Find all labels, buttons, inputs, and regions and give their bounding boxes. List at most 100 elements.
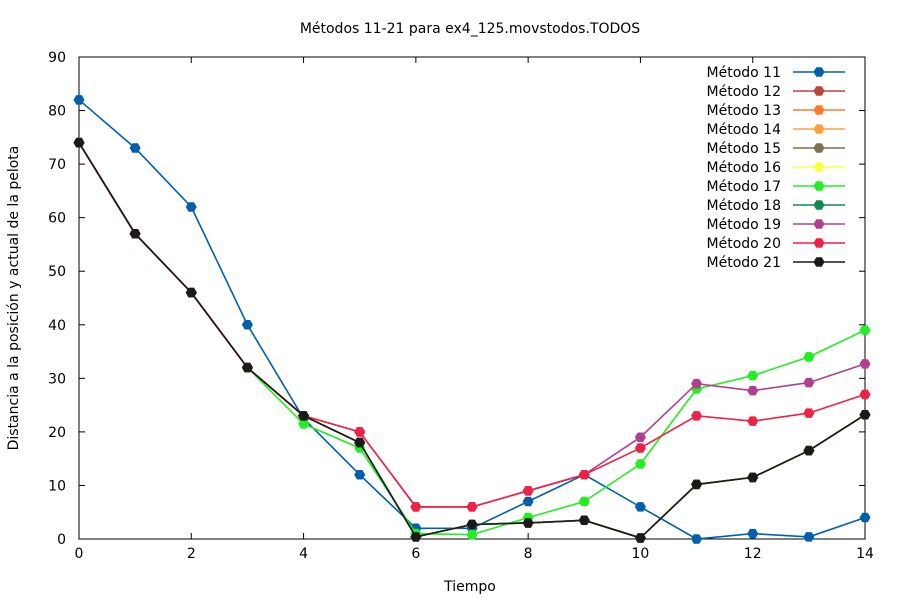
- x-tick-label: 8: [524, 546, 533, 562]
- data-point: [522, 496, 534, 507]
- data-point: [747, 370, 759, 381]
- data-point: [185, 202, 197, 212]
- data-point: [691, 411, 703, 421]
- y-tick-label: 0: [57, 532, 66, 548]
- data-point: [354, 437, 366, 448]
- y-tick-label: 30: [48, 371, 66, 387]
- x-axis-label: Tiempo: [443, 579, 496, 595]
- legend-marker: [813, 162, 825, 172]
- legend-marker: [813, 219, 825, 229]
- legend-label: Método 14: [707, 122, 782, 138]
- data-point: [522, 518, 534, 528]
- series-lines: [73, 95, 871, 544]
- y-tick-label: 80: [48, 104, 66, 120]
- y-axis-label: Distancia a la posición y actual de la p…: [6, 146, 22, 451]
- data-point: [298, 419, 310, 429]
- legend-item: Método 20: [707, 236, 845, 252]
- x-tick-label: 10: [632, 546, 650, 562]
- data-point: [747, 385, 759, 396]
- chart-title: Métodos 11-21 para ex4_125.movstodos.TOD…: [300, 21, 640, 37]
- y-tick-label: 20: [48, 425, 66, 441]
- data-point: [691, 534, 703, 544]
- legend-item: Método 19: [707, 217, 845, 233]
- axis-ticks: 0 2 4 6 8 10 12 14 0 10 20 30 40 50 60 70 80 90: [48, 50, 874, 562]
- data-point: [466, 530, 478, 540]
- y-tick-label: 60: [48, 211, 66, 227]
- data-point: [803, 445, 815, 456]
- data-point: [803, 377, 815, 388]
- data-point: [859, 359, 871, 369]
- x-tick-label: 2: [187, 546, 196, 562]
- legend-marker: [813, 200, 825, 210]
- data-point: [185, 287, 197, 298]
- data-point: [691, 479, 703, 490]
- legend-item: Método 18: [707, 198, 845, 214]
- legend-label: Método 21: [707, 255, 781, 271]
- data-point: [747, 416, 759, 426]
- data-point: [634, 443, 646, 453]
- x-tick-label: 14: [856, 546, 874, 562]
- data-point: [634, 533, 646, 543]
- legend-item: Método 16: [707, 160, 845, 176]
- data-point: [578, 470, 590, 480]
- legend-label: Método 12: [707, 84, 781, 100]
- data-point: [466, 519, 478, 530]
- data-point: [859, 389, 871, 400]
- data-point: [410, 502, 422, 512]
- data-point: [803, 408, 815, 418]
- data-point: [241, 320, 253, 330]
- legend-label: Método 16: [707, 160, 782, 176]
- legend-marker: [813, 143, 825, 153]
- data-point: [578, 496, 590, 507]
- legend-marker: [813, 257, 825, 267]
- legend-label: Método 17: [707, 179, 781, 195]
- legend-marker: [813, 67, 825, 77]
- legend: Método 11 Método 12 Método 13 Método 14 Méto…: [707, 65, 845, 271]
- data-point: [691, 378, 703, 389]
- data-point: [859, 325, 871, 335]
- series-11: [73, 137, 871, 543]
- x-tick-label: 0: [75, 546, 84, 562]
- legend-marker: [813, 238, 825, 248]
- data-point: [859, 410, 871, 420]
- data-point: [859, 512, 871, 523]
- data-point: [241, 362, 253, 373]
- legend-item: Método 14: [707, 122, 845, 138]
- x-tick-label: 4: [299, 546, 308, 562]
- data-point: [634, 502, 646, 512]
- data-point: [747, 472, 759, 483]
- y-tick-label: 50: [48, 264, 66, 280]
- legend-marker: [813, 124, 825, 134]
- legend-label: Método 19: [707, 217, 781, 233]
- legend-label: Método 20: [707, 236, 781, 252]
- data-point: [410, 532, 422, 542]
- legend-label: Método 15: [707, 141, 781, 157]
- data-point: [634, 432, 646, 442]
- data-point: [73, 137, 85, 148]
- data-point: [747, 528, 759, 539]
- data-point: [354, 470, 366, 480]
- x-tick-label: 6: [411, 546, 420, 562]
- legend-item: Método 12: [707, 84, 845, 100]
- data-point: [634, 459, 646, 469]
- legend-item: Método 15: [707, 141, 845, 157]
- data-point: [129, 229, 141, 239]
- data-point: [803, 352, 815, 362]
- legend-item: Método 21: [707, 255, 845, 271]
- legend-marker: [813, 86, 825, 96]
- legend-label: Método 18: [707, 198, 781, 214]
- y-tick-label: 90: [48, 50, 66, 66]
- data-point: [803, 532, 815, 542]
- legend-item: Método 11: [707, 65, 845, 81]
- data-point: [354, 427, 366, 437]
- legend-label: Método 13: [707, 103, 781, 119]
- legend-marker: [813, 181, 825, 191]
- legend-item: Método 17: [707, 179, 845, 195]
- data-point: [298, 411, 310, 421]
- data-point: [466, 502, 478, 512]
- data-point: [522, 486, 534, 496]
- data-point: [73, 95, 85, 105]
- y-tick-label: 40: [48, 318, 66, 334]
- y-tick-label: 10: [48, 478, 66, 494]
